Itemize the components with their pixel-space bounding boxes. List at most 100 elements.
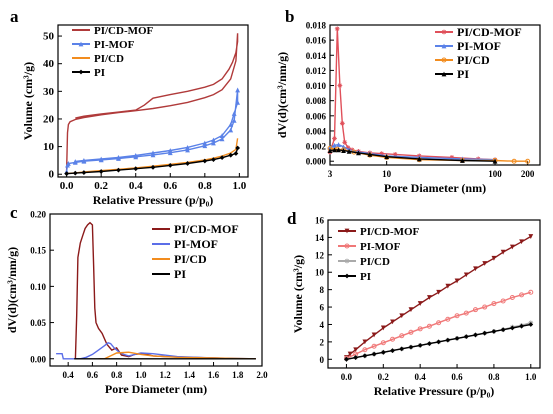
point-d-0-4	[371, 332, 377, 338]
point-a-3-10	[211, 157, 216, 162]
point-a-3-5	[133, 166, 139, 172]
panel-d: 0.0 0.2 0.4 0.6 0.8 1.0 0 2 4 6 8 10 12 14 16 Relative …	[291, 216, 541, 398]
x-tick-label-c-6: 1.6	[208, 370, 220, 380]
panel-c: 0.4 0.6 0.8 1.0 1.2 1.4 1.6 1.8 2.0 0.00 0.05 0.10 0…	[5, 210, 268, 397]
point-d-1-16	[491, 301, 497, 307]
point-d-1-17	[500, 298, 506, 304]
x-tick-label-d-2: 0.4	[415, 372, 427, 382]
point-d-3-15	[482, 330, 488, 336]
point-b-2-9	[511, 158, 517, 164]
plot-frame-b	[329, 24, 541, 166]
legend-label-d-1: PI-MOF	[360, 241, 401, 253]
point-d-3-12	[454, 336, 460, 341]
y-tick-label-d-8: 16	[315, 216, 325, 226]
panel-letter-d: d	[287, 209, 297, 228]
point-a-1-15	[231, 117, 237, 123]
point-d-0-20	[519, 239, 524, 245]
point-d-3-1	[353, 355, 359, 360]
legend-marker-b-2	[441, 57, 447, 63]
legend-marker-d-2	[344, 258, 350, 264]
point-a-1-14	[228, 127, 234, 133]
y-tick-label-d-4: 8	[320, 285, 325, 295]
point-a-3-1	[72, 170, 78, 176]
x-tick-label-c-4: 1.2	[159, 370, 171, 380]
point-d-1-3	[371, 343, 377, 349]
point-d-1-14	[472, 307, 478, 313]
point-d-3-14	[473, 332, 478, 338]
x-tick-label-c-7: 1.8	[232, 370, 244, 380]
point-b-0-4	[339, 120, 345, 126]
point-b-3-10	[492, 158, 498, 164]
x-tick-label-c-0: 0.4	[63, 370, 75, 380]
legend-label-b-3: PI	[457, 67, 469, 81]
point-b-1-2	[336, 142, 341, 147]
point-b-3-7	[384, 154, 390, 160]
y-tick-label-d-7: 14	[315, 233, 325, 243]
point-d-0-19	[509, 244, 515, 250]
y-tick-label-c-0: 0.00	[30, 354, 46, 364]
legend-label-c-1: PI-MOF	[174, 237, 218, 251]
point-b-3-0	[327, 148, 333, 154]
point-a-3-4	[116, 167, 121, 173]
series-line-d-1	[346, 291, 531, 360]
point-d-3-6	[399, 346, 405, 352]
panel-a: 0.0 0.2 0.4 0.6 0.8 1.0 0 10 20 30 40 50 Relative Pr…	[21, 24, 249, 207]
plot-frame-a	[57, 24, 249, 178]
point-a-1-13	[219, 136, 225, 142]
point-b-0-2	[334, 26, 340, 32]
legend-marker-d-1	[344, 243, 350, 249]
series-line-d-0	[345, 235, 532, 359]
x-axis-label-c: Pore Diameter (nm)	[105, 382, 207, 396]
y-tick-label-b-7: 0.014	[306, 51, 327, 61]
point-b-3-4	[346, 148, 352, 154]
point-a-1-22	[202, 140, 208, 146]
x-tick-label-a-5: 1.0	[232, 180, 246, 192]
y-tick-label-c-3: 0.15	[30, 246, 46, 256]
point-d-3-7	[408, 344, 414, 350]
point-d-0-5	[380, 325, 386, 331]
point-a-1-25	[150, 150, 156, 156]
point-b-1-1	[332, 142, 337, 148]
y-tick-label-d-1: 2	[320, 337, 325, 347]
point-d-0-18	[500, 249, 506, 255]
legend-marker-d-3	[344, 273, 350, 279]
y-tick-label-b-0: 0.000	[306, 157, 327, 167]
point-b-0-13	[449, 155, 455, 160]
x-tick-label-c-5: 1.4	[184, 370, 196, 380]
panel-letter-b: b	[285, 7, 294, 26]
point-a-1-11	[202, 143, 208, 149]
x-tick-label-d-1: 0.2	[378, 372, 390, 382]
point-d-0-16	[482, 261, 488, 266]
y-axis-label-c: dV(d)(cm³/nm/g)	[5, 247, 19, 333]
point-a-1-2	[65, 161, 71, 166]
point-d-3-3	[371, 351, 377, 357]
point-d-1-18	[509, 294, 515, 300]
y-tick-label-b-4: 0.008	[306, 96, 327, 106]
x-tick-label-a-4: 0.8	[198, 180, 212, 192]
x-tick-label-a-3: 0.6	[163, 180, 177, 192]
point-d-3-2	[362, 353, 368, 359]
point-a-3-6	[150, 164, 156, 170]
x-tick-label-a-1: 0.2	[94, 180, 108, 192]
y-tick-label-d-5: 10	[315, 268, 325, 278]
point-b-3-2	[336, 147, 341, 153]
point-d-1-9	[426, 323, 432, 329]
point-d-1-10	[436, 320, 442, 326]
point-d-0-21	[528, 234, 534, 239]
point-a-3-7	[167, 162, 173, 168]
legend-label-c-3: PI	[174, 267, 186, 281]
point-b-3-9	[460, 158, 465, 163]
point-d-3-16	[491, 329, 497, 334]
x-tick-label-d-5: 1.0	[525, 372, 537, 382]
x-tick-label-d-4: 0.8	[488, 372, 500, 382]
point-d-3-18	[509, 325, 515, 331]
point-a-3-3	[98, 169, 104, 174]
point-d-0-1	[347, 351, 353, 357]
x-tick-label-c-3: 1.0	[135, 370, 147, 380]
y-tick-label-b-6: 0.012	[306, 66, 327, 76]
x-tick-label-c-8: 2.0	[256, 370, 268, 380]
point-d-0-10	[426, 295, 432, 300]
legend-label-b-1: PI-MOF	[457, 39, 501, 53]
point-d-3-4	[380, 349, 386, 355]
